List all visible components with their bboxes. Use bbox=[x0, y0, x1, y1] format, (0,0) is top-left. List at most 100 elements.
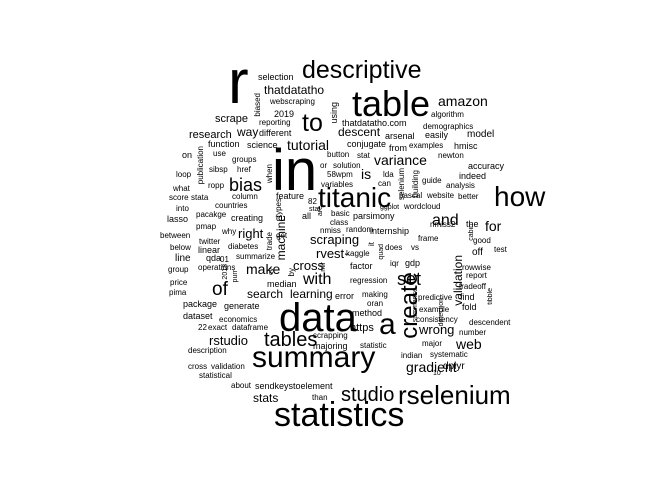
word-summary: summary bbox=[252, 341, 376, 374]
word-creating: creating bbox=[231, 213, 264, 223]
word-it: it bbox=[367, 242, 376, 246]
word-amazon: amazon bbox=[438, 93, 488, 109]
word-twitter: twitter bbox=[199, 237, 221, 246]
word-wrong: wrong bbox=[419, 322, 455, 337]
word-or: or bbox=[320, 161, 328, 170]
word-ggplot: ggplot bbox=[380, 204, 400, 211]
word-different: different bbox=[259, 128, 292, 138]
word-sendkeystoelement: sendkeystoelement bbox=[255, 381, 333, 391]
word-exact: exact bbox=[208, 323, 228, 332]
word-line: line bbox=[175, 253, 191, 264]
word-making: making bbox=[362, 290, 388, 299]
word-cv: cv bbox=[268, 268, 275, 275]
word-median: median bbox=[267, 279, 297, 289]
word-generate: generate bbox=[224, 301, 260, 311]
word-into: into bbox=[176, 204, 189, 213]
word-r: r bbox=[228, 48, 249, 117]
word-detection: detection bbox=[438, 298, 445, 327]
word-function: function bbox=[208, 139, 240, 149]
word-titanic: titanic bbox=[318, 182, 392, 213]
word-gradient: gradient bbox=[406, 359, 457, 375]
word-lda: lda bbox=[383, 170, 394, 179]
word-column: column bbox=[232, 192, 258, 201]
word-tradeoff: tradeoff bbox=[459, 282, 486, 291]
word-consistency: consistency bbox=[416, 315, 458, 324]
word-trade: trade bbox=[265, 232, 274, 251]
word-between: between bbox=[160, 231, 191, 240]
word-by: by bbox=[287, 268, 296, 277]
word-does: does bbox=[385, 243, 403, 252]
word-search: search bbox=[247, 287, 284, 301]
word-dplyr: dplyr bbox=[443, 361, 465, 372]
word-statistical: statistical bbox=[199, 371, 232, 380]
word-tibble: tibble bbox=[487, 288, 494, 305]
word-dataset: dataset bbox=[183, 311, 213, 321]
word-bias: bias bbox=[229, 175, 263, 195]
word-learning: learning bbox=[290, 287, 333, 301]
word-description: description bbox=[188, 346, 227, 355]
word-descriptive: descriptive bbox=[302, 56, 422, 84]
word-href: href bbox=[237, 165, 251, 174]
word-selection: selection bbox=[258, 72, 294, 82]
word-below: below bbox=[170, 243, 191, 252]
word-biased: biased bbox=[253, 93, 262, 117]
word-qda: qda bbox=[206, 253, 222, 263]
word-with: with bbox=[303, 271, 332, 288]
word-rselenium: rselenium bbox=[398, 380, 511, 410]
word-variables: variables bbox=[321, 180, 354, 189]
word-the: the bbox=[466, 219, 479, 229]
word-cross-small: cross bbox=[188, 362, 208, 371]
word-frame: frame bbox=[418, 234, 439, 243]
word-rvest: rvest bbox=[316, 246, 345, 261]
word-number: number bbox=[459, 328, 487, 337]
word-research: research bbox=[189, 129, 232, 141]
word-hmisc: hmisc bbox=[454, 141, 478, 151]
word-majoring: majoring bbox=[313, 341, 348, 351]
word-validation-small: validation bbox=[211, 362, 245, 371]
word-scraping-small: r bbox=[344, 253, 351, 256]
word-descendent: descendent bbox=[469, 318, 511, 327]
word-https: https bbox=[350, 322, 374, 334]
word-website: website bbox=[427, 191, 455, 200]
word-set: set bbox=[397, 269, 422, 289]
word-predictive: predictive bbox=[418, 293, 453, 302]
word-loop: loop bbox=[176, 170, 192, 179]
word-webscraping: webscraping bbox=[270, 97, 315, 106]
word-oran: oran bbox=[367, 299, 384, 308]
word-fold: fold bbox=[462, 302, 477, 312]
word-summarize: summarize bbox=[236, 252, 276, 261]
word-right: right bbox=[238, 226, 264, 241]
word-tutorial: tutorial bbox=[287, 137, 330, 153]
word-test: test bbox=[494, 245, 507, 254]
word-groups: groups bbox=[232, 155, 257, 164]
word-feature: feature bbox=[276, 191, 305, 201]
word-stat: stat bbox=[357, 151, 370, 160]
word-error: error bbox=[335, 291, 355, 301]
word-thatdatatho: thatdatatho bbox=[264, 83, 325, 97]
word-internship: internship bbox=[370, 226, 410, 236]
word-is: is bbox=[361, 166, 372, 182]
word-summarise: summarise bbox=[412, 288, 419, 323]
word-basic: basic bbox=[331, 209, 350, 218]
word-make: make bbox=[246, 261, 281, 277]
word-why: why bbox=[222, 227, 237, 236]
word-algorithm: algorithm bbox=[431, 110, 464, 119]
word-nmiss2: nmiss2 bbox=[430, 220, 456, 229]
word-countries: countries bbox=[215, 201, 248, 210]
word-descent: descent bbox=[338, 125, 381, 139]
word-all: all bbox=[302, 211, 312, 221]
word-building: building bbox=[411, 170, 420, 198]
word-and: and bbox=[432, 212, 459, 229]
word-dataframe: dataframe bbox=[232, 323, 269, 332]
word-gdp: gdp bbox=[405, 258, 421, 268]
word-stata: stata bbox=[191, 193, 209, 202]
word-sibsp: sibsp bbox=[209, 165, 228, 174]
word-indian: indian bbox=[401, 351, 423, 360]
word-types: types bbox=[274, 198, 283, 218]
word-mlr: mlr bbox=[320, 262, 327, 272]
word-indeed: indeed bbox=[459, 171, 487, 181]
word-when: when bbox=[265, 164, 274, 184]
word-purr: purr bbox=[232, 270, 239, 283]
word-pima: pima bbox=[169, 288, 187, 297]
